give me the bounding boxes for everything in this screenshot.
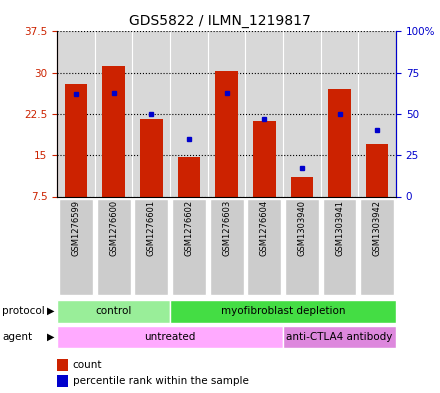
- Text: GSM1303941: GSM1303941: [335, 200, 344, 255]
- Bar: [253, 121, 275, 196]
- Text: agent: agent: [2, 332, 32, 342]
- Text: GSM1276599: GSM1276599: [72, 200, 81, 255]
- Text: GSM1276603: GSM1276603: [222, 200, 231, 256]
- FancyBboxPatch shape: [172, 198, 206, 295]
- Bar: [65, 84, 87, 196]
- Text: GSM1276602: GSM1276602: [184, 200, 194, 255]
- Text: count: count: [73, 360, 102, 370]
- FancyBboxPatch shape: [57, 300, 170, 323]
- FancyBboxPatch shape: [210, 198, 244, 295]
- Bar: [178, 157, 200, 196]
- FancyBboxPatch shape: [97, 198, 131, 295]
- Text: anti-CTLA4 antibody: anti-CTLA4 antibody: [286, 332, 393, 342]
- Text: myofibroblast depletion: myofibroblast depletion: [221, 307, 345, 316]
- Bar: [366, 144, 389, 196]
- Text: percentile rank within the sample: percentile rank within the sample: [73, 376, 249, 386]
- Text: GSM1303940: GSM1303940: [297, 200, 306, 255]
- Bar: [103, 66, 125, 196]
- FancyBboxPatch shape: [57, 325, 283, 349]
- Bar: [215, 71, 238, 196]
- FancyBboxPatch shape: [323, 198, 356, 295]
- FancyBboxPatch shape: [134, 198, 168, 295]
- Text: ▶: ▶: [47, 332, 55, 342]
- FancyBboxPatch shape: [247, 198, 281, 295]
- Text: untreated: untreated: [144, 332, 196, 342]
- FancyBboxPatch shape: [360, 198, 394, 295]
- Text: ▶: ▶: [47, 306, 55, 316]
- Bar: [328, 89, 351, 196]
- Bar: [140, 119, 163, 196]
- Text: GDS5822 / ILMN_1219817: GDS5822 / ILMN_1219817: [129, 14, 311, 28]
- FancyBboxPatch shape: [283, 325, 396, 349]
- FancyBboxPatch shape: [59, 198, 93, 295]
- FancyBboxPatch shape: [285, 198, 319, 295]
- FancyBboxPatch shape: [170, 300, 396, 323]
- Text: GSM1276601: GSM1276601: [147, 200, 156, 255]
- Text: control: control: [95, 307, 132, 316]
- Text: GSM1303942: GSM1303942: [373, 200, 381, 255]
- Text: GSM1276600: GSM1276600: [109, 200, 118, 255]
- Text: protocol: protocol: [2, 306, 45, 316]
- Text: GSM1276604: GSM1276604: [260, 200, 269, 255]
- Bar: [290, 177, 313, 196]
